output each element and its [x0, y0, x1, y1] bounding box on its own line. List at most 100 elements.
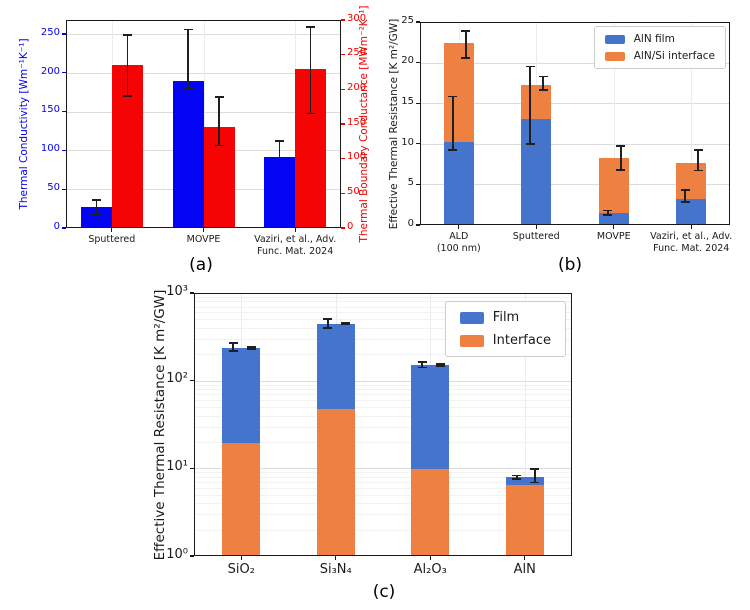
x-tick-label: Vaziri, et al., Adv. Func. Mat. 2024	[254, 234, 337, 257]
secondary-error-bar-cap-top	[246, 346, 256, 348]
thermal-conductivity-error-bar-cap-top	[91, 199, 101, 201]
secondary-error-bar-cap-bottom	[341, 323, 351, 326]
bar-thermal-conductivity	[80, 207, 112, 228]
total-error-bar	[464, 30, 467, 58]
film-error-bar-cap-bottom	[525, 143, 535, 145]
total-error-bar-cap-bottom	[616, 168, 626, 171]
gridline	[420, 184, 730, 186]
minor-gridline	[194, 389, 572, 391]
bar-aln-film	[443, 142, 474, 225]
y-tick-mark	[190, 292, 194, 294]
total-error-bar-cap-top	[417, 361, 427, 363]
minor-gridline	[194, 297, 572, 298]
y-tick-mark	[62, 188, 66, 190]
minor-gridline	[194, 441, 572, 443]
y-tick-mark	[62, 110, 66, 113]
bar-aln-film	[521, 119, 552, 225]
y-axis-label-left-a: Thermal Conductivity [Wm⁻¹K⁻¹]	[18, 38, 30, 210]
y-tick-label: 20	[401, 55, 414, 67]
legend-label: AlN/Si interface	[633, 50, 715, 62]
y-tick-mark	[190, 555, 194, 557]
minor-gridline	[194, 354, 572, 356]
legend-b: AlN film AlN/Si interface	[593, 26, 726, 69]
minor-gridline	[194, 301, 572, 303]
thermal-boundary-conductance-error-bar	[126, 35, 129, 97]
film-error-bar-cap-top	[680, 189, 690, 191]
y-tick-label: 15	[401, 96, 414, 107]
right-y-tick-label: 0	[347, 220, 354, 232]
thermal-conductivity-error-bar-cap-top	[183, 28, 193, 31]
minor-gridline	[194, 400, 572, 402]
y-tick-label: 50	[47, 181, 60, 193]
legend-swatch-aln-film	[604, 34, 625, 44]
x-tick-mark	[335, 556, 337, 560]
y-tick-label: 0	[53, 220, 60, 232]
legend-item: Interface	[459, 333, 551, 348]
minor-gridline	[194, 312, 572, 314]
right-y-tick-mark	[341, 88, 345, 90]
thermal-boundary-conductance-error-bar-cap-bottom	[306, 112, 316, 115]
bar-interface	[316, 408, 355, 556]
thermal-conductivity-error-bar	[95, 200, 98, 215]
legend-swatch-aln-si-interface	[604, 51, 625, 61]
gridline	[420, 143, 730, 145]
film-error-bar	[451, 96, 454, 151]
minor-gridline	[194, 472, 572, 474]
right-y-tick-mark	[341, 19, 345, 21]
total-error-bar	[232, 343, 235, 351]
vertical-gridline	[524, 293, 526, 556]
thermal-conductivity-error-bar	[187, 29, 189, 89]
secondary-error-bar-cap-bottom	[246, 347, 256, 350]
x-tick-label: SiO₂	[227, 562, 255, 577]
y-tick-label: 5	[407, 177, 414, 189]
x-tick-label: AlN	[513, 562, 536, 577]
total-error-bar-cap-bottom	[512, 477, 522, 480]
minor-gridline	[194, 476, 572, 478]
x-tick-mark	[294, 228, 296, 232]
y-tick-mark	[62, 33, 66, 35]
bar-interface	[222, 442, 261, 556]
right-y-tick-label: 300	[347, 12, 367, 24]
y-tick-label: 10¹	[166, 458, 188, 474]
bar-aln-si-interface	[443, 43, 474, 143]
total-error-bar-cap-bottom	[323, 327, 333, 329]
total-error-bar-cap-top	[616, 145, 626, 148]
secondary-error-bar-cap-bottom	[530, 481, 540, 484]
gridline	[194, 293, 572, 294]
legend-item: AlN/Si interface	[604, 50, 715, 62]
x-tick-mark	[202, 228, 205, 232]
total-error-bar-cap-bottom	[693, 169, 703, 172]
thermal-boundary-conductance-error-bar	[309, 26, 312, 114]
y-tick-mark	[416, 62, 420, 64]
secondary-error-bar	[250, 346, 253, 349]
y-axis-label-b: Effective Thermal Resistance [K m²/GW]	[388, 18, 400, 229]
total-error-bar	[697, 150, 700, 171]
minor-gridline	[194, 338, 572, 340]
right-y-tick-mark	[341, 158, 345, 160]
film-error-bar	[684, 190, 687, 203]
y-tick-mark	[62, 72, 66, 74]
secondary-error-bar-cap-top	[435, 363, 445, 365]
right-y-tick-mark	[341, 123, 345, 125]
y-tick-mark	[416, 183, 420, 185]
total-error-bar-cap-bottom	[417, 366, 427, 369]
right-y-tick-mark	[341, 54, 345, 56]
x-tick-label: Si₃N₄	[319, 562, 352, 577]
minor-gridline	[194, 514, 572, 516]
y-tick-label: 250	[40, 26, 60, 38]
total-error-bar-cap-top	[228, 342, 238, 344]
thermal-conductivity-error-bar-cap-bottom	[183, 87, 193, 90]
total-error-bar-cap-bottom	[538, 89, 548, 91]
x-tick-label: MOVPE	[186, 234, 221, 245]
bar-interface	[411, 469, 450, 556]
legend-item: Film	[459, 310, 551, 325]
x-tick-label: Al₂O₃	[413, 562, 447, 577]
right-y-tick-mark	[341, 192, 345, 194]
total-error-bar-cap-top	[461, 30, 471, 32]
bar-aln-film	[676, 199, 707, 225]
secondary-error-bar	[344, 322, 347, 325]
thermal-boundary-conductance-error-bar-cap-top	[306, 26, 316, 28]
x-tick-mark	[429, 556, 431, 560]
y-tick-label: 10⁰	[166, 546, 188, 562]
bar-aln-si-interface	[598, 157, 629, 213]
